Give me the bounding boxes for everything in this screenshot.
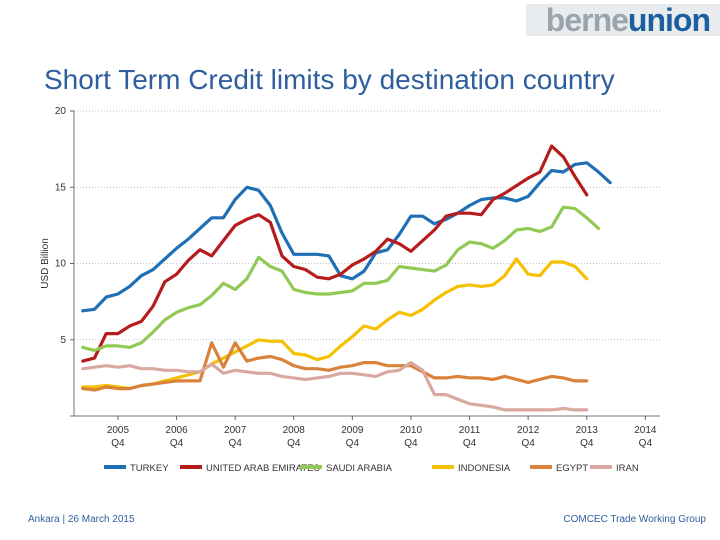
logo-stripes: [525, 4, 720, 36]
x-tick-label-quarter: Q4: [463, 438, 477, 449]
x-tick-label-year: 2014: [634, 425, 657, 436]
x-tick-label-quarter: Q4: [228, 438, 242, 449]
x-tick-label-quarter: Q4: [287, 438, 301, 449]
berneunion-logo: berneunion: [525, 2, 720, 38]
footer-event: Ankara | 26 March 2015: [28, 514, 135, 525]
x-tick-label-year: 2007: [224, 425, 247, 436]
x-tick-label-year: 2008: [283, 425, 306, 436]
x-tick-label-year: 2009: [341, 425, 364, 436]
x-tick-label-year: 2010: [400, 425, 423, 436]
x-tick-label-quarter: Q4: [170, 438, 184, 449]
x-tick-label-year: 2012: [517, 425, 540, 436]
series-line-iran: [81, 361, 589, 412]
legend-label: SAUDI ARABIA: [326, 463, 393, 474]
series-line-turkey: [81, 161, 612, 313]
x-tick-label-quarter: Q4: [111, 438, 125, 449]
page-title: Short Term Credit limits by destination …: [44, 64, 615, 95]
x-tick-label-quarter: Q4: [404, 438, 418, 449]
logo-text-part2: union: [627, 2, 711, 38]
x-tick-label-year: 2011: [459, 425, 481, 436]
logo-text-part1: berne: [545, 2, 629, 38]
legend-label: EGYPT: [556, 463, 588, 474]
legend-label: IRAN: [616, 463, 639, 474]
x-tick-label-quarter: Q4: [346, 438, 360, 449]
x-tick-label-year: 2013: [576, 425, 599, 436]
x-tick-label-quarter: Q4: [521, 438, 535, 449]
series-line-egypt: [81, 341, 589, 392]
y-axis-label: USD Billion: [40, 238, 51, 289]
y-tick-label: 20: [55, 106, 67, 117]
y-tick-label: 10: [55, 259, 67, 270]
x-tick-label-year: 2005: [107, 425, 130, 436]
legend-label: TURKEY: [130, 463, 169, 474]
legend-label: INDONESIA: [458, 463, 511, 474]
x-tick-label-year: 2006: [165, 425, 188, 436]
line-chart: 5 10 15 20 USD Billion 2005 Q4 2006 Q4 2007 Q4 2008…: [40, 106, 660, 474]
y-tick-label: 15: [55, 182, 67, 193]
x-tick-label-quarter: Q4: [580, 438, 594, 449]
y-tick-label: 5: [60, 335, 66, 346]
series-line-united-arab-emirates: [81, 144, 589, 363]
series-line-saudi-arabia: [81, 205, 601, 352]
series-line-indonesia: [81, 257, 589, 391]
x-tick-label-quarter: Q4: [639, 438, 653, 449]
footer-group: COMCEC Trade Working Group: [563, 514, 706, 525]
legend-label: UNITED ARAB EMIRATES: [206, 463, 320, 474]
